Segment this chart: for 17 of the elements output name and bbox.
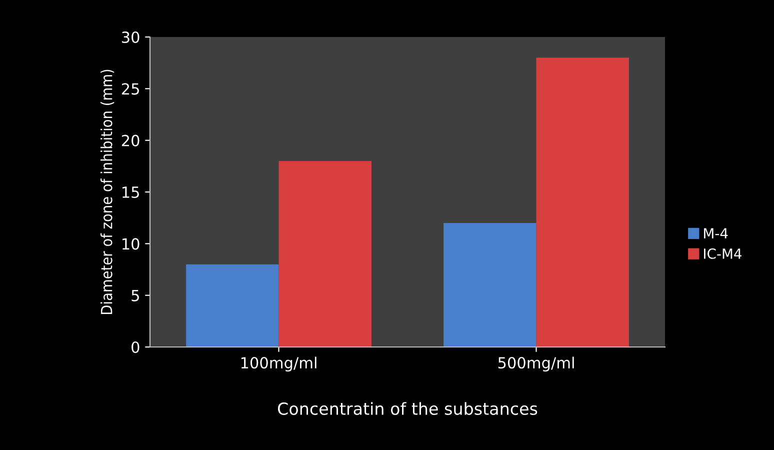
y-tick-label: 5: [132, 290, 139, 302]
bar: [186, 264, 279, 347]
x-tick-label: 100mg/ml: [241, 356, 316, 372]
x-tick-label: 500mg/ml: [498, 356, 574, 372]
y-tick-label: 10: [122, 238, 140, 250]
y-axis-title: Diameter of zone of inhibition (mm): [100, 70, 114, 314]
x-axis-title: Concentratin of the substances: [278, 402, 538, 415]
y-tick-label: 30: [122, 31, 140, 44]
legend-label: M-4: [704, 228, 728, 238]
y-tick-label: 0: [132, 341, 140, 354]
y-tick-label: 20: [122, 134, 140, 146]
y-tick-label: 15: [122, 186, 139, 198]
legend-label: IC-M4: [704, 248, 742, 259]
y-tick-label: 25: [122, 83, 139, 95]
bar: [278, 161, 372, 347]
bar: [536, 58, 629, 347]
bar: [444, 223, 536, 347]
